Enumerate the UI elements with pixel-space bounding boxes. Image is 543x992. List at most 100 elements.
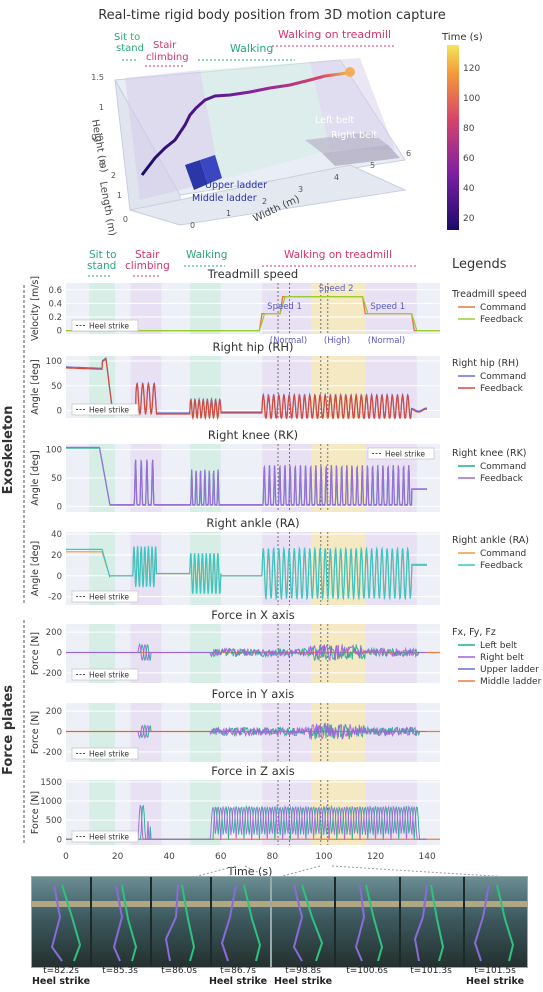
scene-label-left-belt: Left belt [315,115,354,126]
height-tick-label: 0 [99,160,104,169]
phase-header: Sit to stand Stair climbing Walking Walkin… [87,249,416,277]
y-tick-label: 0 [57,835,62,845]
photo-caption: t=82.2s Heel strike [31,966,91,987]
scene-right-belt [322,145,400,166]
x-tick-label: 40 [163,852,175,862]
width-tick-label: 5 [370,161,375,170]
phase-band [189,780,221,845]
scene-width-ticks: 0 1 2 3 4 5 6 [190,149,411,230]
scene-trajectory-end [345,67,355,77]
gait-photo [152,877,210,967]
legend-item-label: Feedback [480,384,524,394]
legend-group-title: Right hip (RH) [452,358,519,369]
heel-strike-legend [71,403,139,416]
photo-caption: t=100.6s [346,966,388,976]
panel-title: Right ankle (RA) [206,516,299,530]
legend-item-label: Feedback [480,315,524,325]
group-force-plates-label: Force plates [1,685,16,775]
panel-y-label: Force [N] [30,632,41,675]
height-tick-label: 0.5 [91,133,104,142]
width-tick-label: 2 [262,197,267,206]
panel-3: 0 50 100 Right knee (RK) Angle [deg] Heel str… [30,428,440,512]
group-exoskeleton-label: Exoskeleton [1,406,16,495]
panel-1: 0 0.2 0.4 0.6 Treadmill speed Velocity [m/s] S… [30,267,440,346]
speed-annotation: (High) [324,336,350,346]
heel-strike-legend-label: Heel strike [385,450,425,459]
x-tick-label: 20 [112,852,124,862]
top-phase-stair: Stair climbing [146,40,189,63]
y-tick-label: 20 [51,551,62,561]
y-tick-label: 200 [46,628,62,638]
gait-photo [464,877,527,967]
legends-title: Legends [452,257,507,272]
panel-y-label: Angle [deg] [30,359,41,414]
panel-title: Right knee (RK) [208,428,298,442]
top-phase-sit-to-stand: Sit to stand [114,32,144,54]
phase-label-treadmill: Walking on treadmill [284,249,392,261]
legend-group-title: Treadmill speed [451,289,527,300]
colorbar-ticks: 120 100 80 60 40 20 [463,64,480,224]
panel-title: Right hip (RH) [213,340,294,354]
heel-strike-legend-label: Heel strike [89,833,129,842]
colorbar-tick: 100 [463,94,480,104]
speed-annotation: Speed 2 [319,284,354,294]
panel-4: -20 0 20 40 Right ankle (RA) Angle [deg] Heel … [30,516,440,605]
y-tick-label: 0.6 [48,286,62,296]
legend-item-label: Left belt [480,641,518,651]
phase-label-walking: Walking [186,249,227,261]
y-tick-label: -200 [43,748,62,758]
y-tick-label: 1000 [40,797,62,807]
gait-photo [272,877,335,967]
legend-panel: Treadmill speed Command Feedback Right hip … [451,289,542,687]
height-tick-label: 1 [99,103,104,112]
heel-strike-legend [71,319,139,332]
scene-treadmill-volume [310,58,395,150]
y-tick-label: 0 [57,327,62,337]
scene-length-ticks: 0 1 2 [111,171,128,224]
y-tick-label: 0 [57,648,62,658]
y-tick-label: 0 [57,407,62,417]
panel-title: Force in X axis [211,608,294,622]
colorbar-title: Time (s) [441,32,483,43]
scene-label-right-belt: Right belt [331,130,378,141]
panel-5: -200 0 200 Force in X axis Force [N] Heel str… [30,608,440,683]
panel-y-label: Angle [deg] [30,450,41,505]
speed-annotation: Speed 1 [370,302,405,312]
colorbar-tick: 20 [463,214,475,224]
photo-caption: t=85.3s [102,966,138,976]
y-tick-label: 0 [57,502,62,512]
x-tick-label: 60 [215,852,227,862]
legend-item-label: Middle ladder [480,677,542,687]
colorbar-tick: 40 [463,184,475,194]
length-tick-label: 2 [111,171,116,180]
x-tick-label: 80 [267,852,279,862]
y-tick-label: 0 [57,727,62,737]
phase-band [365,283,417,334]
y-tick-label: 500 [46,816,62,826]
gait-photo [32,877,90,967]
legend-item-label: Feedback [480,561,524,571]
scene-label-middle-ladder: Middle ladder [192,193,257,204]
y-tick-label: 100 [46,357,62,367]
phase-band [189,283,221,334]
scene-left-belt [305,132,388,153]
legend-item-label: Upper ladder [480,665,539,675]
y-tick-label: 100 [46,446,62,456]
width-tick-label: 1 [226,209,231,218]
phase-band [311,356,366,418]
y-tick-label: 0.2 [48,313,62,323]
heel-strike-legend-label: Heel strike [89,593,129,602]
scene-3d: Left belt Right belt Upper ladder Middle… [89,58,411,237]
colorbar-tick: 80 [463,124,475,134]
panel-y-label: Force [N] [30,711,41,754]
scene-floor [129,164,407,226]
y-tick-label: 200 [46,707,62,717]
panel-title: Force in Z axis [211,764,294,778]
heel-strike-legend [71,830,139,843]
panel-2: 0 50 100 Right hip (RH) Angle [deg] Heel stri… [30,340,440,421]
panel-title: Treadmill speed [207,267,298,281]
scene-height-ticks: 0 0.5 1 1.5 [91,73,104,169]
colorbar-gradient [447,45,459,230]
